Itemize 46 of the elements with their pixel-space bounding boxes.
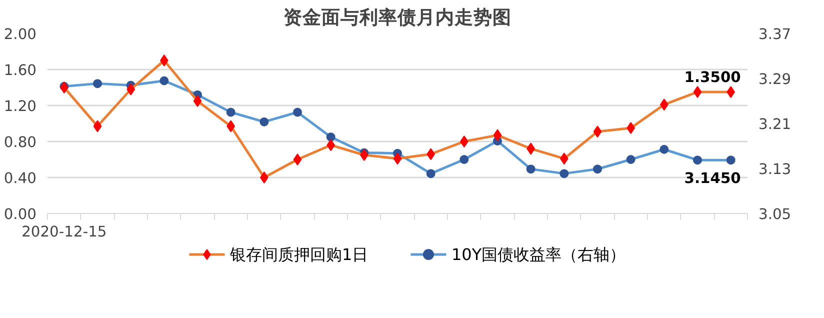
point: [93, 120, 102, 132]
point: [526, 164, 536, 174]
y2-tick-label: 3.05: [758, 206, 792, 223]
point: [560, 169, 569, 178]
point: [260, 172, 268, 184]
y2-tick-label: 3.29: [758, 71, 792, 88]
y-tick-label: 1.60: [4, 62, 37, 79]
y2-tick-label: 3.13: [758, 161, 792, 178]
point: [60, 82, 68, 94]
point: [460, 136, 468, 148]
legend-label: 银存间质押回购1日: [229, 245, 368, 264]
point: [360, 149, 368, 161]
point: [326, 132, 336, 142]
y2-tick-label: 3.21: [758, 116, 792, 133]
point: [660, 144, 669, 154]
point: [160, 76, 169, 86]
point: [293, 108, 302, 117]
point: [693, 156, 702, 165]
data-label: 3.1450: [684, 170, 741, 188]
data-label: 1.3500: [684, 69, 741, 86]
point: [726, 156, 736, 165]
y-tick-label: 0.40: [4, 170, 37, 187]
point: [493, 129, 502, 142]
point: [93, 79, 102, 88]
y-tick-label: 2.00: [4, 26, 37, 43]
point: [626, 155, 636, 164]
legend-label: 10Y国债收益率（右轴）: [451, 245, 626, 264]
point: [726, 86, 735, 98]
point: [626, 122, 635, 134]
point: [460, 155, 469, 164]
point: [693, 86, 702, 98]
point: [260, 117, 269, 126]
y-tick-label: 0.80: [4, 134, 37, 151]
y2-tick-label: 3.37: [758, 26, 792, 43]
chart-title: 资金面与利率债月内走势图: [284, 6, 512, 28]
point: [593, 164, 602, 174]
point: [393, 152, 402, 165]
point: [160, 54, 168, 66]
y-tick-label: 0.00: [4, 206, 37, 223]
point: [193, 95, 202, 107]
point: [226, 108, 236, 117]
point: [293, 154, 302, 166]
point: [426, 169, 436, 178]
point: [593, 126, 602, 138]
x-tick-label: 2020-12-15: [22, 224, 107, 240]
y-tick-label: 1.20: [4, 98, 37, 115]
